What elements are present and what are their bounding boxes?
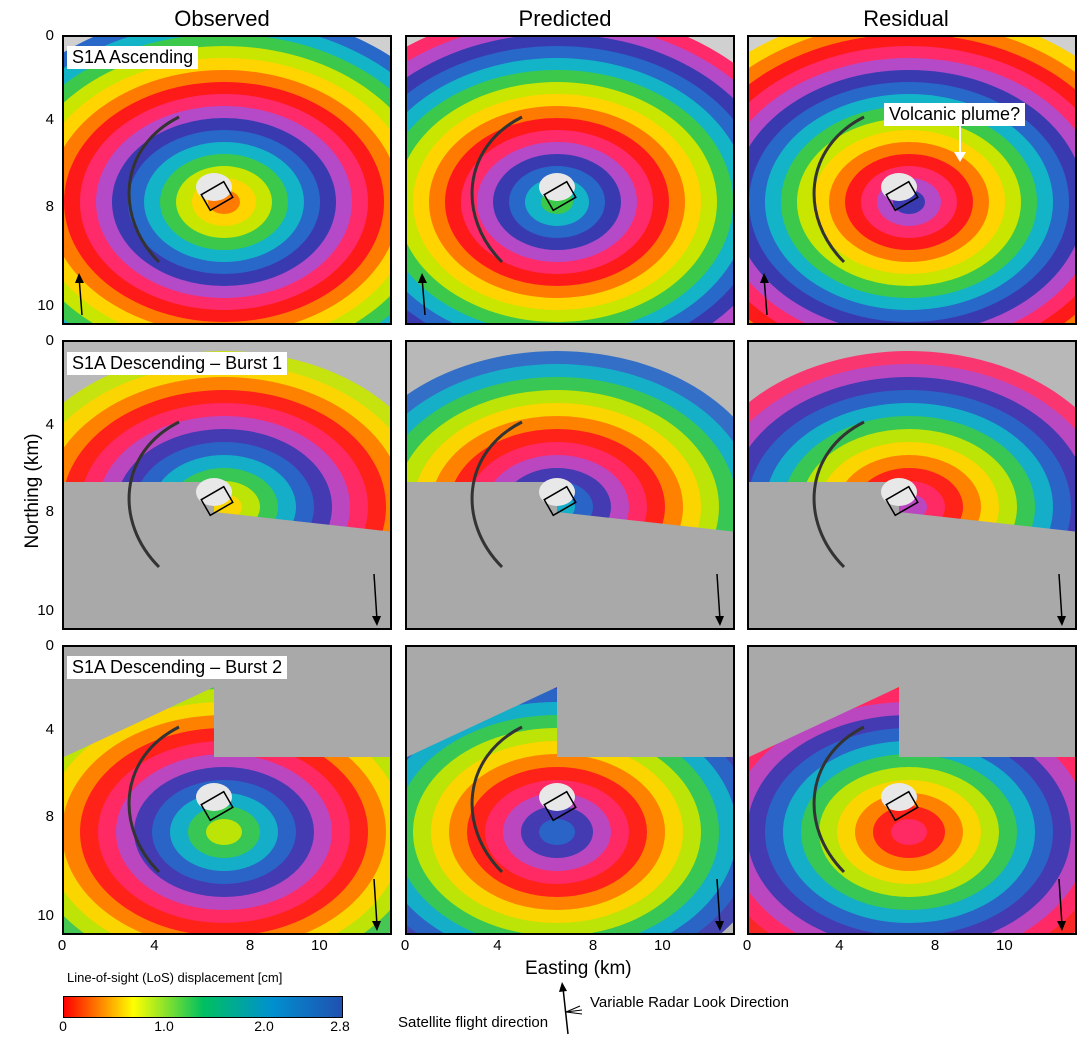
source-model-box [200,485,234,517]
interferogram-image [64,342,390,628]
source-model-box [885,180,919,212]
source-model-box [543,180,577,212]
y-tick-label: 10 [37,296,54,314]
map-panel-r3-c3 [747,645,1077,935]
flight-direction-arrow-icon [559,982,583,1035]
map-panel-r3-c1 [62,645,392,935]
map-panel-r1-c2 [405,35,735,325]
satellite-direction-icon [372,573,381,626]
y-axis-title: Northing (km) [22,433,43,549]
y-tick-label: 10 [37,906,54,924]
satellite-direction-icon [715,878,724,931]
colorbar-tick-3: 2.8 [330,1018,350,1034]
satellite-direction-icon [1057,573,1066,626]
map-panel-r2-c1 [62,340,392,630]
source-model-box [885,790,919,822]
colorbar [63,996,343,1018]
y-tick-label: 4 [45,721,54,739]
interferogram-image [749,647,1075,933]
x-tick-label: 8 [588,937,598,954]
plume-annotation: Volcanic plume? [884,103,1026,126]
hillshade-overlay [64,482,390,628]
y-tick-label: 10 [37,601,54,619]
x-tick-label: 8 [245,937,255,954]
y-tick-label: 0 [45,27,54,44]
satellite-direction-icon [418,273,427,316]
colorbar-title: Line-of-sight (LoS) displacement [cm] [67,970,283,985]
map-panel-r2-c2 [405,340,735,630]
flight-direction-label: Satellite flight direction [398,1014,549,1031]
y-tick-label: 8 [45,198,54,216]
y-tick-label: 8 [45,503,54,521]
map-panel-r3-c2 [405,645,735,935]
satellite-direction-icon [760,273,769,316]
source-model-box [543,790,577,822]
x-tick-label: 4 [150,937,159,954]
interferogram-image [407,647,733,933]
hillshade-overlay [407,482,733,628]
x-tick-label: 10 [996,937,1013,954]
x-tick-label: 4 [493,937,502,954]
map-panel-r1-c3 [747,35,1077,325]
x-tick-label: 0 [742,937,752,954]
colorbar-tick-2: 2.0 [254,1018,274,1034]
source-model-box [885,485,919,517]
x-tick-label: 0 [400,937,410,954]
y-tick-label: 4 [45,416,54,434]
column-title-observed: Observed [174,6,270,31]
interferogram-image [407,37,733,323]
interferogram-image [64,37,390,323]
x-tick-label: 0 [57,937,67,954]
interferogram-image [749,37,1075,323]
y-tick-label: 0 [45,637,54,654]
plume-arrow [954,126,966,162]
hillshade-overlay [407,647,733,757]
row-label-descending-burst-1: S1A Descending – Burst 1 [67,352,288,375]
look-direction-label: Variable Radar Look Direction [590,994,789,1011]
x-tick-label: 10 [654,937,671,954]
y-tick-label: 4 [45,111,54,129]
interferogram-image [749,342,1075,628]
x-axis-title: Easting (km) [525,958,632,979]
column-title-residual: Residual [863,6,949,31]
row-label-descending-burst-2: S1A Descending – Burst 2 [67,656,288,679]
satellite-direction-icon [75,273,84,316]
row-label-ascending: S1A Ascending [67,46,199,69]
map-panel-r1-c1 [62,35,392,325]
colorbar-tick-1: 1.0 [154,1018,174,1034]
interferogram-image [64,647,390,933]
source-model-box [543,485,577,517]
x-tick-label: 4 [835,937,844,954]
source-model-box [200,790,234,822]
interferogram-image [407,342,733,628]
y-tick-label: 0 [45,332,54,349]
source-model-box [200,180,234,212]
colorbar-tick-0: 0 [59,1018,67,1034]
hillshade-overlay [749,482,1075,628]
satellite-direction-icon [715,573,724,626]
column-title-predicted: Predicted [518,6,612,31]
satellite-direction-icon [372,878,381,931]
y-tick-label: 8 [45,808,54,826]
satellite-direction-icon [1057,878,1066,931]
x-tick-label: 10 [311,937,328,954]
map-panel-r2-c3 [747,340,1077,630]
x-tick-label: 8 [930,937,940,954]
hillshade-overlay [749,647,1075,757]
